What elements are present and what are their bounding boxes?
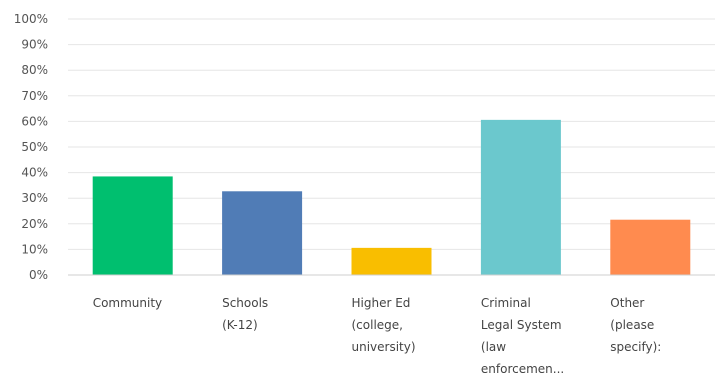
bar[interactable] <box>610 219 691 275</box>
y-tick-label: 60% <box>21 114 48 128</box>
x-category-label-line: Higher Ed <box>352 296 411 310</box>
bars <box>92 119 691 275</box>
x-category-label: Higher Ed (college, university) <box>352 296 416 354</box>
x-category-label-line: enforcemen... <box>481 362 564 373</box>
gridlines <box>68 18 715 250</box>
x-category-label: Schools (K-12) <box>222 296 268 332</box>
bar[interactable] <box>222 191 303 275</box>
x-category-label-line: Community <box>93 296 162 310</box>
x-category-label-line: (please <box>610 318 654 332</box>
x-category-label-line: (K-12) <box>222 318 258 332</box>
y-tick-label: 30% <box>21 191 48 205</box>
y-tick-label: 50% <box>21 140 48 154</box>
x-category-label: Other (please specify): <box>610 296 661 354</box>
bar[interactable] <box>480 119 561 275</box>
x-category-label-line: Legal System <box>481 318 562 332</box>
x-category-label-line: Criminal <box>481 296 531 310</box>
x-category-label: Criminal Legal System (law enforcemen... <box>481 296 564 373</box>
y-tick-label: 40% <box>21 166 48 180</box>
bar[interactable] <box>351 247 432 275</box>
x-category-label-line: (law <box>481 340 506 354</box>
y-tick-label: 70% <box>21 89 48 103</box>
x-axis-category-labels: Community Schools (K-12) Higher Ed (college,… <box>93 296 662 373</box>
x-category-label-line: (college, <box>352 318 404 332</box>
bar[interactable] <box>92 176 173 275</box>
y-axis-tick-labels: 0% 10% 20% 30% 40% 50% 60% 70% 80% 90% 100% <box>14 12 48 282</box>
y-tick-label: 20% <box>21 217 48 231</box>
y-tick-label: 90% <box>21 38 48 52</box>
x-category-label-line: Other <box>610 296 644 310</box>
y-tick-label: 0% <box>29 268 48 282</box>
y-tick-label: 80% <box>21 63 48 77</box>
x-category-label-line: specify): <box>610 340 661 354</box>
y-tick-label: 10% <box>21 242 48 256</box>
x-category-label: Community <box>93 296 162 310</box>
x-category-label-line: Schools <box>222 296 268 310</box>
x-category-label-line: university) <box>352 340 416 354</box>
y-tick-label: 100% <box>14 12 48 26</box>
